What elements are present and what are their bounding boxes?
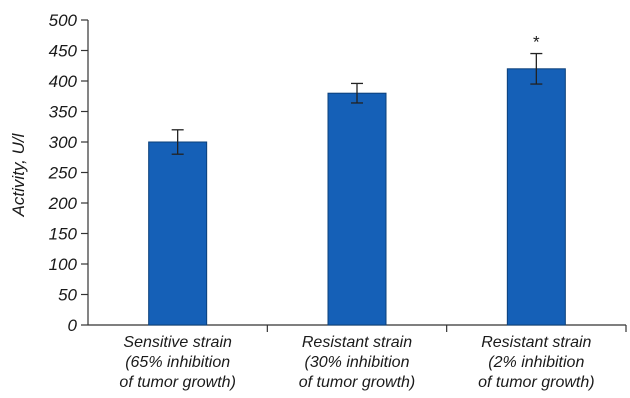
category-labels: Sensitive strain (65% inhibition of tumor … — [119, 334, 594, 391]
error-bar-1 — [171, 129, 184, 155]
bar-1 — [148, 141, 208, 326]
y-tick-label: 400 — [49, 72, 78, 91]
category-label-line: Resistant strain — [481, 334, 591, 351]
y-tick-label: 50 — [58, 286, 77, 305]
x-axis — [88, 324, 627, 332]
category-label-line: Sensitive strain — [123, 334, 232, 351]
y-tick-label: 450 — [49, 42, 78, 61]
y-tick-label: 250 — [48, 164, 78, 183]
y-tick-label: 200 — [48, 194, 78, 213]
y-axis-title: Activity, U/l — [9, 132, 28, 217]
significance-marker: * — [533, 33, 540, 52]
bar-3 — [506, 68, 566, 326]
category-label-line: (30% inhibition — [305, 354, 410, 371]
y-tick-label: 500 — [49, 11, 78, 30]
category-label-line: (2% inhibition — [488, 354, 584, 371]
bars: * — [148, 33, 566, 326]
y-tick-label: 350 — [49, 103, 78, 122]
y-tick-label: 150 — [49, 225, 78, 244]
bar-2 — [327, 92, 387, 326]
category-label-line: of tumor growth) — [119, 374, 235, 391]
category-label-line: Resistant strain — [302, 334, 412, 351]
y-tick-label: 0 — [68, 316, 78, 335]
y-tick-label: 100 — [49, 255, 78, 274]
category-label-line: of tumor growth) — [478, 374, 594, 391]
error-bar-3 — [530, 52, 543, 85]
category-label-line: (65% inhibition — [125, 354, 230, 371]
y-tick-label: 300 — [49, 133, 78, 152]
error-bar-2 — [351, 82, 363, 104]
y-axis: 0 50 100 150 200 250 300 350 400 450 500 — [48, 11, 89, 335]
category-label-line: of tumor growth) — [299, 374, 415, 391]
